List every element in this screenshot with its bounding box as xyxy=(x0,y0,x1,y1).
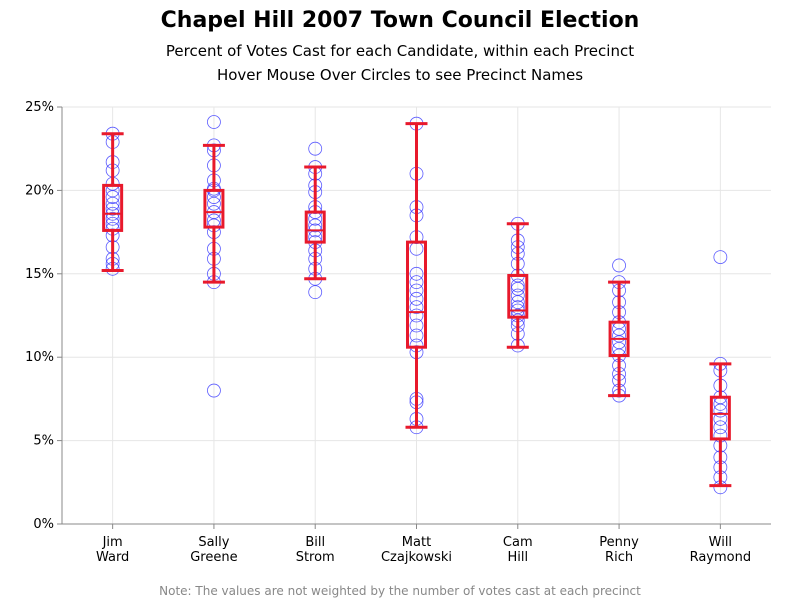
y-tick-label: 15% xyxy=(25,267,54,282)
precinct-point xyxy=(105,211,120,226)
precinct-point xyxy=(207,115,221,129)
candidate-label: Ward xyxy=(96,550,129,565)
candidate-label: Will xyxy=(709,535,732,550)
iqr-box xyxy=(406,240,427,349)
candidate-label: Strom xyxy=(296,550,335,565)
precinct-point xyxy=(207,383,221,398)
iqr-box xyxy=(304,210,326,244)
precinct-point xyxy=(409,291,424,306)
precinct-point xyxy=(308,141,323,156)
candidate-label: Raymond xyxy=(690,550,752,565)
iqr-box xyxy=(507,273,529,319)
precinct-point xyxy=(510,300,525,315)
candidate-label: Bill xyxy=(305,535,325,550)
precinct-point xyxy=(612,258,626,273)
candidate-label: Greene xyxy=(190,550,237,565)
precinct-point xyxy=(105,201,120,216)
y-tick-label: 10% xyxy=(25,350,54,365)
y-tick-label: 5% xyxy=(33,434,54,449)
precinct-point xyxy=(409,308,424,323)
y-tick-label: 25% xyxy=(25,100,54,115)
precinct-point xyxy=(409,300,424,315)
y-tick-label: 0% xyxy=(33,517,54,532)
precinct-point xyxy=(713,412,728,426)
candidate-label: Cam xyxy=(503,535,533,550)
candidate-label: Sally xyxy=(198,535,229,550)
candidate-label: Jim xyxy=(102,535,123,550)
candidate-label: Hill xyxy=(507,550,528,565)
precinct-point xyxy=(510,288,525,303)
chart-subtitle-line-2: Hover Mouse Over Circles to see Precinct… xyxy=(216,66,584,84)
precinct-point xyxy=(409,283,424,298)
candidate-label: Czajkowski xyxy=(381,550,452,565)
chart-title: Chapel Hill 2007 Town Council Election xyxy=(160,8,640,33)
y-tick-label: 20% xyxy=(25,183,54,198)
precinct-point xyxy=(409,328,424,343)
chart-footnote: Note: The values are not weighted by the… xyxy=(159,584,641,598)
iqr-box xyxy=(203,188,225,229)
candidate-label: Matt xyxy=(402,535,431,550)
iqr-box xyxy=(102,183,124,232)
precinct-point xyxy=(409,318,424,333)
precinct-point xyxy=(713,420,728,435)
precinct-point xyxy=(409,275,424,290)
precinct-point xyxy=(713,250,728,265)
precinct-point xyxy=(510,278,525,293)
chart-subtitle-line-1: Percent of Votes Cast for each Candidate… xyxy=(165,42,635,60)
iqr-box xyxy=(709,395,731,441)
precinct-point xyxy=(409,266,424,281)
candidate-label: Rich xyxy=(605,550,633,565)
candidate-label: Penny xyxy=(599,535,639,550)
